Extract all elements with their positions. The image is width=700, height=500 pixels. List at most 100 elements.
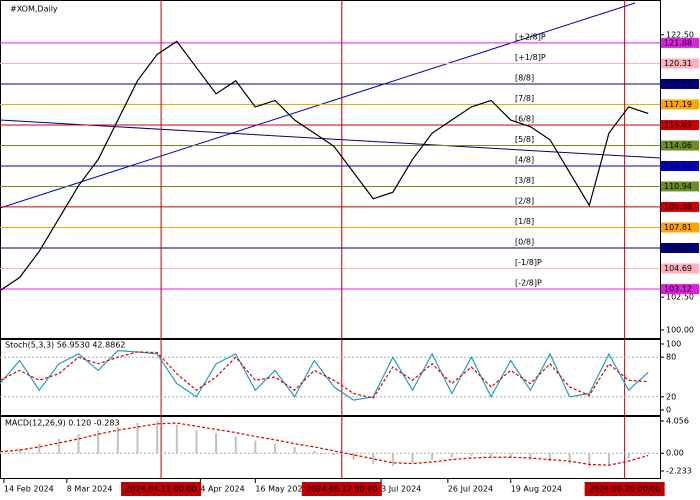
macd-bar xyxy=(529,453,532,460)
level-price-label: 115.62 xyxy=(664,121,692,130)
level-price-label: 107.81 xyxy=(664,223,692,232)
level-price-box xyxy=(661,140,699,151)
macd-bar xyxy=(234,436,237,454)
y-tick-label: 122.50 xyxy=(666,30,694,39)
series-line xyxy=(0,422,649,466)
macd-bar xyxy=(97,430,100,454)
level-price-label: 103.12 xyxy=(664,285,692,294)
series-line xyxy=(0,351,649,399)
macd-bar xyxy=(391,453,394,466)
level-name: [2/8] xyxy=(515,196,534,205)
level-price-label: 117.19 xyxy=(664,100,692,109)
level-price-label: 104.69 xyxy=(664,264,692,273)
macd-bar xyxy=(332,453,335,455)
y-tick-label: 80 xyxy=(666,353,676,362)
level-price-box xyxy=(661,284,699,295)
level-price-box xyxy=(661,201,699,212)
macd-bar xyxy=(274,443,276,454)
level-name: [+1/8]P xyxy=(515,53,546,62)
y-tick-label: 100 xyxy=(666,340,681,349)
macd-bar xyxy=(470,453,473,456)
x-tick-label: 14 Feb 2024 xyxy=(4,485,54,494)
level-price-label: 110.94 xyxy=(664,182,692,191)
marker-label: 2024.04.11 00:00 xyxy=(125,485,196,494)
macd-bar xyxy=(568,453,571,464)
x-tick-label: 3 Jul 2024 xyxy=(381,485,421,494)
level-name: [3/8] xyxy=(515,176,534,185)
level-price-box xyxy=(661,78,699,89)
y-tick-label: 100.00 xyxy=(666,325,694,334)
level-name: [6/8] xyxy=(515,115,534,124)
level-price-label: 112.50 xyxy=(664,161,692,170)
y-tick-label: 0 xyxy=(666,406,671,415)
macd-bar xyxy=(136,423,139,454)
trend-line xyxy=(0,2,636,209)
level-price-box xyxy=(661,58,699,69)
level-price-box xyxy=(661,160,699,171)
macd-bar xyxy=(509,453,512,459)
macd-bar xyxy=(549,453,551,462)
macd-bar xyxy=(254,440,257,454)
level-price-box xyxy=(661,263,699,274)
macd-bar xyxy=(627,453,630,459)
level-price-box xyxy=(661,242,699,253)
stoch-frame xyxy=(0,339,661,416)
level-name: [+2/8]P xyxy=(515,32,546,41)
x-tick-label: 19 Aug 2024 xyxy=(511,485,562,494)
level-name: [5/8] xyxy=(515,135,534,144)
macd-bar xyxy=(18,448,21,454)
level-name: [4/8] xyxy=(515,155,534,164)
stoch-title: Stoch(5,3,3) 56.9530 42.8862 xyxy=(5,341,125,350)
macd-bar xyxy=(588,453,591,468)
level-name: [8/8] xyxy=(515,73,534,82)
macd-bar xyxy=(372,453,375,465)
level-name: [7/8] xyxy=(515,94,534,103)
y-tick-label: -2.233 xyxy=(666,467,692,476)
marker-label: 2024.06.17 00:00 xyxy=(306,485,377,494)
level-price-label: 118.75 xyxy=(664,79,692,88)
series-line xyxy=(0,40,649,292)
level-price-label: 109.38 xyxy=(664,202,692,211)
marker-label: 2024.09.26 00:00 xyxy=(589,485,660,494)
level-price-box xyxy=(661,37,699,48)
level-price-box xyxy=(661,222,699,233)
chart-title: #XOM,Daily xyxy=(10,5,58,14)
macd-bar xyxy=(195,430,198,454)
macd-bar xyxy=(77,434,80,454)
marker-box xyxy=(301,482,382,496)
macd-bar xyxy=(431,453,434,460)
level-name: [-1/8]P xyxy=(515,258,542,267)
level-price-box xyxy=(661,181,699,192)
level-name: [1/8] xyxy=(515,217,534,226)
y-tick-label: 0.00 xyxy=(666,449,684,458)
macd-bar xyxy=(175,424,178,454)
marker-box xyxy=(121,482,202,496)
macd-title: MACD(12,26,9) 0.120 -0.283 xyxy=(5,419,120,428)
level-price-label: 120.31 xyxy=(664,59,692,68)
macd-bar xyxy=(293,446,296,454)
price-frame xyxy=(0,0,661,339)
level-price-label: 106.25 xyxy=(664,243,692,252)
macd-bar xyxy=(352,453,355,460)
y-tick-label: 20 xyxy=(666,392,676,401)
level-price-label: 121.88 xyxy=(664,38,692,47)
y-tick-label: 4.056 xyxy=(666,417,689,426)
level-price-box xyxy=(661,120,699,131)
x-tick-label: 26 Jul 2024 xyxy=(448,485,493,494)
marker-box xyxy=(584,482,665,496)
macd-bar xyxy=(450,453,453,458)
macd-bar xyxy=(116,427,119,454)
macd-bar xyxy=(156,421,159,454)
trend-line xyxy=(0,119,661,159)
x-tick-label: 8 Mar 2024 xyxy=(67,485,113,494)
y-tick-label: 102.50 xyxy=(666,293,694,302)
level-price-label: 114.06 xyxy=(664,141,692,150)
x-tick-label: 4 Apr 2024 xyxy=(200,485,244,494)
macd-bar xyxy=(490,453,493,457)
x-tick-label: 16 May 2024 xyxy=(255,485,307,494)
level-price-box xyxy=(661,99,699,110)
macd-bar xyxy=(38,443,41,454)
level-name: [0/8] xyxy=(515,237,534,246)
